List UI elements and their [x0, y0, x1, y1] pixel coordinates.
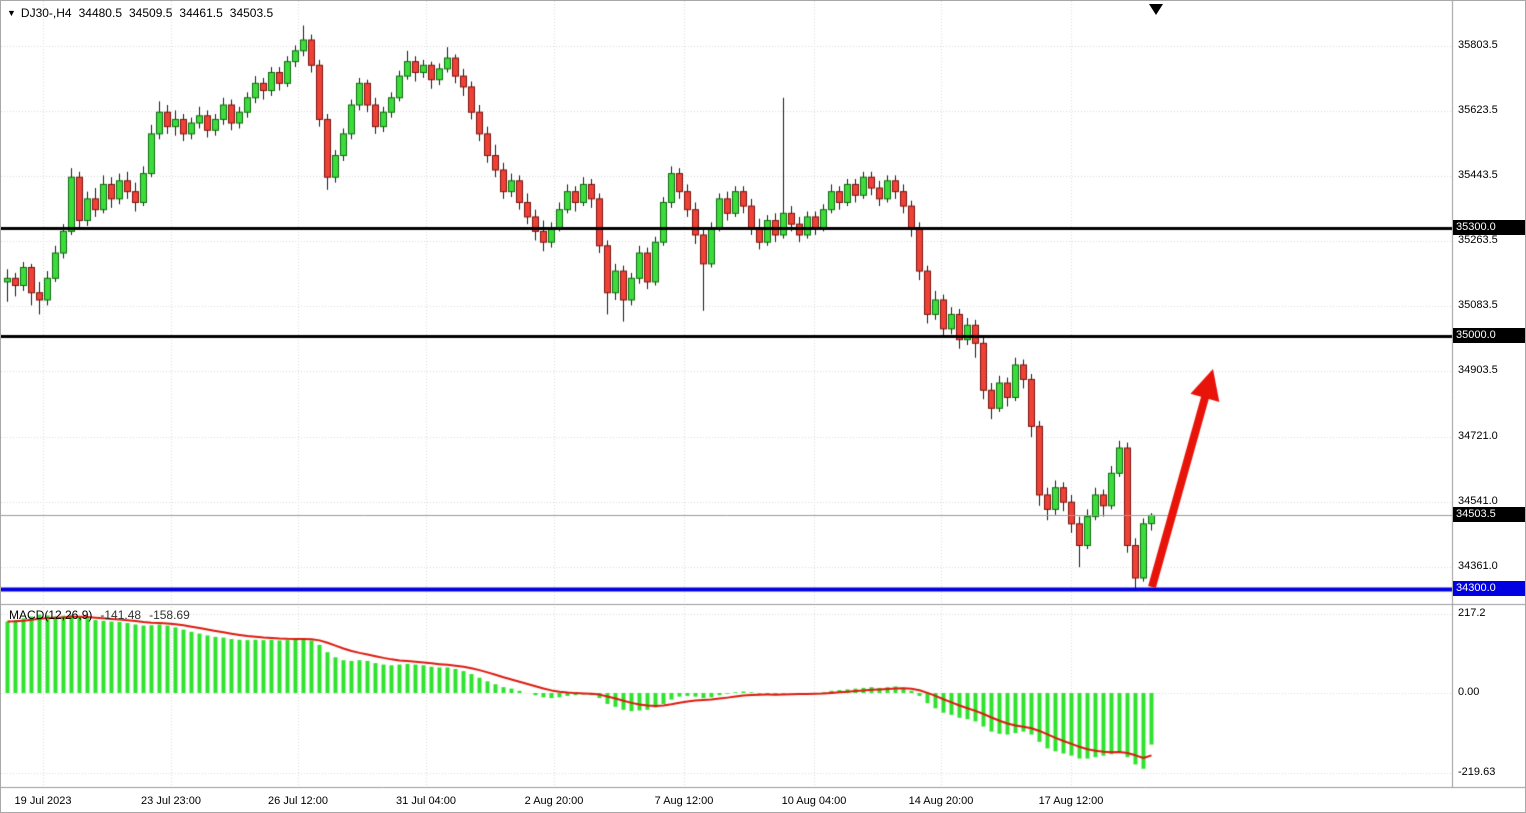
- quote-close: 34503.5: [229, 6, 274, 20]
- chart-shift-marker-icon: [1149, 4, 1163, 15]
- quote-high: 34509.5: [129, 6, 173, 20]
- price-axis[interactable]: [1453, 1, 1525, 788]
- macd-main-value: -141.48: [100, 608, 142, 622]
- time-axis[interactable]: [1, 788, 1525, 812]
- chart-info-bar: ▼ DJ30-,H4 34480.5 34509.5 34461.5 34503…: [7, 6, 273, 20]
- macd-signal-value: -158.69: [149, 608, 190, 622]
- quote-open: 34480.5: [78, 6, 122, 20]
- quote-low: 34461.5: [179, 6, 223, 20]
- macd-indicator-label: MACD(12,26,9) -141.48 -158.69: [9, 608, 190, 622]
- symbol-dropdown-icon[interactable]: ▼: [7, 8, 16, 18]
- symbol-period-label: DJ30-,H4: [20, 6, 72, 20]
- macd-name-label: MACD(12,26,9): [9, 608, 93, 622]
